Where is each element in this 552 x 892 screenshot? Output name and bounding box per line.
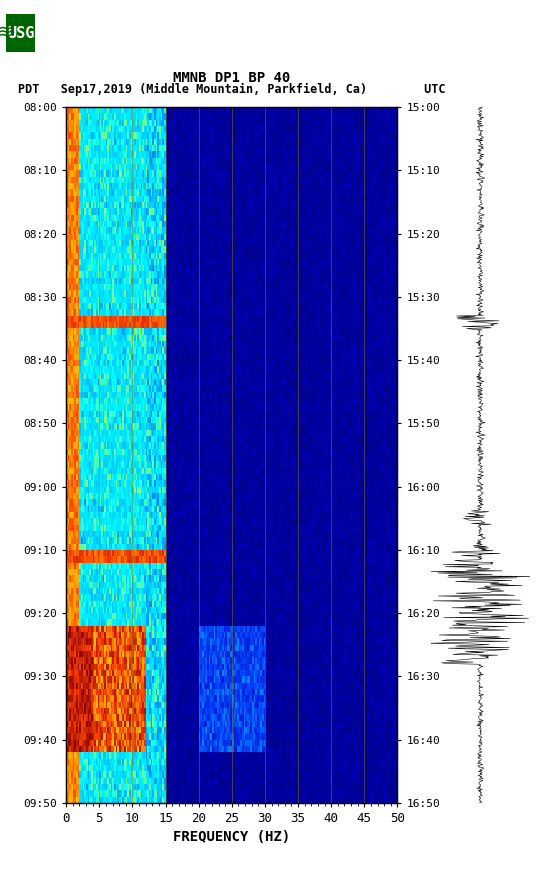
Text: USGS: USGS [7,26,44,40]
Text: MMNB DP1 BP 40: MMNB DP1 BP 40 [173,70,290,85]
X-axis label: FREQUENCY (HZ): FREQUENCY (HZ) [173,830,290,845]
Text: PDT   Sep17,2019 (Middle Mountain, Parkfield, Ca)        UTC: PDT Sep17,2019 (Middle Mountain, Parkfie… [18,83,445,96]
Text: ≋: ≋ [0,23,14,43]
FancyBboxPatch shape [6,14,34,52]
